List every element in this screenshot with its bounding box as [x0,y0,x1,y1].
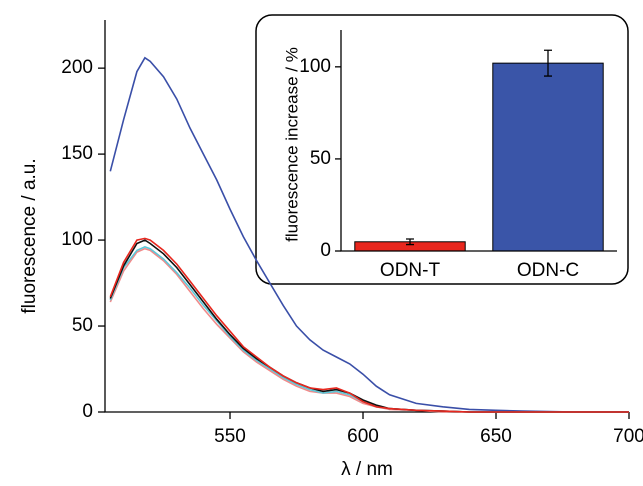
y-tick-label: 0 [82,401,93,422]
y-tick-label: 150 [61,143,93,164]
bar [492,62,604,252]
error-bar [544,49,552,77]
x-tick-label: 550 [214,426,246,447]
data-line [109,56,629,413]
x-tick-label: 700 [613,426,643,447]
x-axis-label: λ / nm [341,459,393,480]
y-tick-label: 100 [61,229,93,250]
x-tick-label: ODN-C [517,260,579,281]
y-axis-label: fluorescence / a.u. [19,158,40,313]
y-tick-label: 0 [320,240,331,261]
error-bar [406,238,414,246]
y-tick-label: 200 [61,57,93,78]
x-tick-label: 650 [480,426,512,447]
y-tick-label: 100 [299,56,331,77]
x-tick-label: 600 [347,426,379,447]
y-tick-label: 50 [310,148,331,169]
data-line [109,237,629,413]
y-axis-label: fluorescence increase / % [282,47,301,242]
x-tick-label: ODN-T [380,260,441,281]
y-tick-label: 50 [72,315,93,336]
